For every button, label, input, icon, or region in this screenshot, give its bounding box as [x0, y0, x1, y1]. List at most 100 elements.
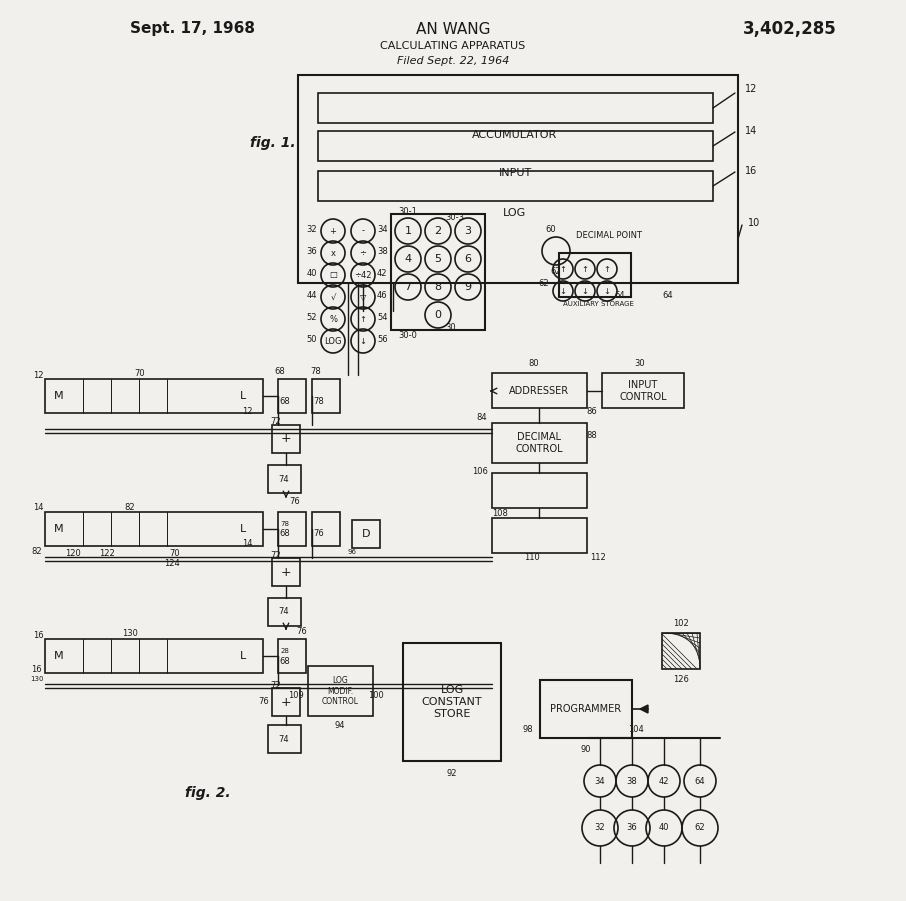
Text: 68: 68	[280, 396, 291, 405]
Text: Sept. 17, 1968: Sept. 17, 1968	[130, 22, 255, 37]
Text: 12: 12	[33, 370, 43, 379]
Text: 92: 92	[447, 769, 458, 778]
Text: 70: 70	[169, 550, 180, 559]
Text: 74: 74	[279, 607, 289, 616]
Bar	[492, 473, 587, 508]
Bar	[391, 214, 485, 330]
Bar	[268, 598, 301, 626]
Bar	[559, 253, 631, 297]
Text: DECIMAL POINT: DECIMAL POINT	[576, 232, 642, 241]
Text: 1: 1	[404, 226, 411, 236]
Text: 62: 62	[539, 279, 549, 288]
Text: 28: 28	[281, 648, 289, 654]
Text: 76: 76	[258, 697, 269, 706]
Text: 64: 64	[662, 292, 673, 301]
Text: 110: 110	[525, 552, 540, 561]
Text: 122: 122	[99, 550, 115, 559]
Text: 62: 62	[551, 267, 562, 276]
Bar	[45, 639, 263, 673]
Bar	[272, 558, 300, 586]
Text: 44: 44	[306, 290, 317, 299]
Text: 38: 38	[627, 777, 638, 786]
Text: 76: 76	[290, 496, 301, 505]
Text: 106: 106	[472, 467, 488, 476]
Text: 30: 30	[446, 323, 457, 332]
Bar	[278, 379, 306, 413]
Text: 104: 104	[628, 725, 644, 734]
Text: 6: 6	[465, 254, 471, 264]
Text: Filed Sept. 22, 1964: Filed Sept. 22, 1964	[397, 56, 509, 66]
Text: 30-1: 30-1	[399, 206, 418, 215]
Text: 72: 72	[271, 417, 281, 426]
Text: 0: 0	[435, 310, 441, 320]
Text: ACCUMULATOR: ACCUMULATOR	[472, 130, 557, 140]
Text: 30-0: 30-0	[399, 331, 418, 340]
Text: 86: 86	[586, 407, 597, 416]
Text: 68: 68	[280, 657, 291, 666]
Text: 60: 60	[545, 224, 556, 233]
Text: 72: 72	[271, 551, 281, 560]
Text: 68: 68	[280, 530, 291, 539]
Text: 52: 52	[306, 313, 317, 322]
Bar	[318, 131, 713, 161]
Text: 78: 78	[281, 521, 290, 527]
Text: fig. 2.: fig. 2.	[185, 786, 231, 800]
Text: 36: 36	[627, 824, 638, 833]
Bar	[308, 666, 373, 716]
Text: L: L	[240, 524, 246, 534]
Text: 124: 124	[164, 559, 180, 568]
Bar	[318, 93, 713, 123]
Text: 50: 50	[306, 334, 317, 343]
Text: 120: 120	[65, 550, 81, 559]
Text: 72: 72	[271, 680, 281, 689]
Bar	[540, 680, 632, 738]
Text: 30-3: 30-3	[446, 213, 465, 222]
Text: ↑: ↑	[560, 265, 566, 274]
Text: 14: 14	[745, 126, 757, 136]
Text: AUXILIARY STORAGE: AUXILIARY STORAGE	[563, 301, 633, 307]
Text: ↓: ↓	[360, 336, 367, 345]
Text: ADDRESSER: ADDRESSER	[509, 386, 569, 396]
Text: 46: 46	[377, 290, 388, 299]
Text: CALCULATING APPARATUS: CALCULATING APPARATUS	[381, 41, 525, 51]
Bar	[662, 633, 700, 669]
Text: 84: 84	[477, 414, 487, 423]
Text: 12: 12	[242, 406, 253, 415]
Text: 36: 36	[306, 247, 317, 256]
Text: D: D	[361, 529, 371, 539]
Text: ↓: ↓	[582, 287, 589, 296]
Text: 68: 68	[275, 368, 285, 377]
Text: 34: 34	[594, 777, 605, 786]
Text: ↑: ↑	[603, 265, 611, 274]
Text: 56: 56	[377, 334, 388, 343]
Text: 9: 9	[465, 282, 471, 292]
Text: 40: 40	[659, 824, 670, 833]
Bar	[492, 423, 587, 463]
Text: ↑: ↑	[360, 314, 367, 323]
Text: ÷42: ÷42	[354, 270, 371, 279]
Text: LOG: LOG	[324, 336, 342, 345]
Text: ↓: ↓	[560, 287, 566, 296]
Text: 82: 82	[32, 548, 43, 557]
Text: 7: 7	[404, 282, 411, 292]
Text: 76: 76	[313, 530, 324, 539]
Text: 62: 62	[695, 824, 705, 833]
Bar	[312, 379, 340, 413]
Text: 88: 88	[586, 431, 597, 440]
Text: %: %	[329, 314, 337, 323]
Bar	[268, 725, 301, 753]
Text: ÷: ÷	[360, 249, 367, 258]
Text: 78: 78	[313, 396, 324, 405]
Text: 3,402,285: 3,402,285	[743, 20, 837, 38]
Text: 32: 32	[306, 224, 317, 233]
Text: 102: 102	[673, 618, 689, 627]
Text: ▽: ▽	[360, 293, 366, 302]
Text: 100: 100	[368, 691, 384, 700]
Text: LOG
MODIF.
CONTROL: LOG MODIF. CONTROL	[322, 676, 359, 705]
Text: +: +	[281, 432, 292, 445]
Text: 16: 16	[33, 631, 43, 640]
Text: 94: 94	[334, 722, 345, 731]
Text: 12: 12	[745, 84, 757, 94]
Bar	[403, 643, 501, 761]
Text: +: +	[281, 566, 292, 578]
